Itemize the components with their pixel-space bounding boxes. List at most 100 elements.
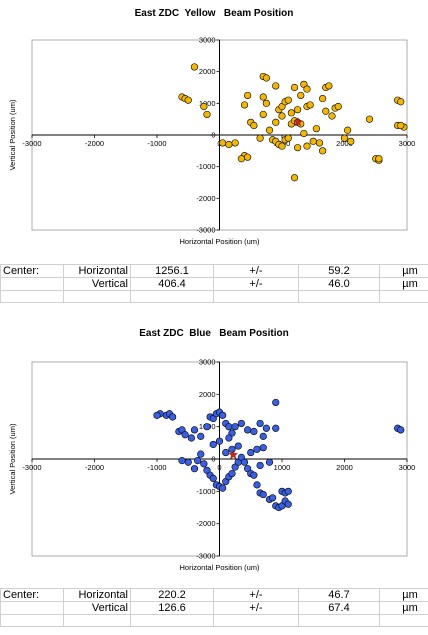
- scatter-point: [303, 85, 311, 93]
- scatter-point: [262, 74, 270, 82]
- y-axis-title: Vertical Position (um): [8, 99, 17, 170]
- scatter-point: [259, 444, 267, 452]
- scatter-point: [256, 134, 264, 142]
- scatter-point: [290, 83, 299, 92]
- scatter-point: [197, 432, 205, 440]
- scatter-point: [250, 471, 258, 479]
- scatter-point: [340, 134, 349, 142]
- scatter-point: [178, 457, 186, 465]
- unit-label: µm: [379, 601, 428, 615]
- scatter-point: [256, 419, 264, 428]
- horizontal-value: 220.2: [130, 588, 214, 602]
- scatter-point: [259, 432, 267, 440]
- y-tick-label: -2000: [196, 194, 215, 203]
- x-tick-label: -1000: [147, 139, 166, 148]
- scatter-point: [284, 134, 292, 142]
- scatter-point: [397, 426, 405, 434]
- center-marker: [293, 117, 303, 127]
- unit-label: µm: [379, 588, 428, 602]
- vertical-value: 126.6: [130, 601, 214, 615]
- scatter-point: [287, 109, 295, 117]
- horizontal-value: 1256.1: [130, 264, 214, 278]
- scatter-point: [247, 448, 255, 457]
- scatter-point: [334, 102, 342, 111]
- table-row: Center: Horizontal 1256.1 +/- 59.2 µm: [0, 264, 428, 278]
- vertical-error: 67.4: [298, 601, 380, 615]
- center-marker: [228, 449, 239, 459]
- scatter-point: [225, 434, 233, 442]
- y-tick-label: -1000: [196, 487, 215, 496]
- blue-chart-title: East ZDC Blue Beam Position: [139, 328, 289, 339]
- scatter-point: [250, 427, 258, 436]
- scatter-point: [397, 121, 405, 130]
- y-tick-label: -3000: [196, 226, 215, 235]
- scatter-point: [240, 458, 249, 466]
- blue-scatter-plot: -3000 -2000 -1000 0 1000 2000 3000 -3000 -2000 -1…: [8, 358, 416, 573]
- scatter-point: [203, 423, 211, 431]
- vertical-error: 46.0: [298, 277, 380, 291]
- scatter-point: [322, 107, 330, 115]
- scatter-point: [250, 121, 258, 130]
- x-tick-label: 3000: [399, 463, 416, 472]
- scatter-point: [219, 139, 227, 147]
- scatter-point: [365, 115, 374, 123]
- center-label: Center:: [0, 588, 64, 602]
- y-tick-label: 3000: [199, 36, 216, 45]
- y-tick-label: 3000: [199, 358, 216, 367]
- scatter-point: [278, 142, 286, 150]
- yellow-chart-title: East ZDC Yellow Beam Position: [134, 8, 294, 19]
- x-tick-label: -1000: [147, 463, 166, 472]
- scatter-point: [306, 101, 314, 109]
- horizontal-error: 59.2: [298, 264, 380, 278]
- table-row: Center: Horizontal 220.2 +/- 46.7 µm: [0, 588, 428, 602]
- scatter-point: [231, 139, 239, 147]
- vertical-value: 406.4: [130, 277, 214, 291]
- scatter-point: [222, 448, 230, 457]
- scatter-point: [294, 106, 302, 114]
- scatter-point: [290, 174, 299, 182]
- x-tick-label: 2000: [336, 463, 353, 472]
- table-row: [0, 290, 428, 303]
- scatter-point: [262, 99, 270, 107]
- scatter-point: [328, 112, 336, 120]
- scatter-point: [319, 147, 327, 155]
- y-tick-label: 1000: [199, 99, 216, 108]
- scatter-point: [297, 91, 305, 100]
- scatter-point: [347, 137, 355, 145]
- scatter-point: [184, 96, 192, 104]
- scatter-point: [209, 440, 217, 449]
- scatter-point: [272, 82, 280, 90]
- scatter-point: [259, 93, 267, 101]
- scatter-point: [265, 126, 274, 134]
- y-tick-label: 0: [211, 455, 215, 464]
- blue-chart: East ZDC Blue Beam Position -3000 -2000 -1…: [0, 320, 428, 588]
- scatter-point: [315, 139, 324, 147]
- scatter-point: [190, 426, 199, 434]
- scatter-point: [153, 411, 161, 419]
- scatter-point: [197, 450, 205, 458]
- x-tick-label: 0: [217, 463, 221, 472]
- scatter-point: [244, 91, 252, 100]
- y-tick-label: 2000: [199, 390, 216, 399]
- scatter-point: [215, 437, 224, 445]
- center-label: Center:: [0, 264, 64, 278]
- scatter-point: [265, 458, 274, 466]
- scatter-point: [284, 500, 292, 508]
- scatter-point: [219, 484, 227, 492]
- scatter-point: [272, 424, 280, 432]
- scatter-point: [237, 155, 245, 163]
- scatter-point: [228, 445, 236, 453]
- x-tick-label: -2000: [85, 139, 104, 148]
- yellow-scatter-plot: -3000 -2000 -1000 0 1000 2000 3000 -3000 -2000 -1…: [8, 36, 415, 247]
- x-tick-label: 1000: [274, 463, 291, 472]
- x-axis-title: Horizontal Position (um): [179, 563, 260, 572]
- scatter-point: [209, 474, 217, 482]
- scatter-point: [194, 457, 202, 465]
- blue-center-table: Center: Horizontal 220.2 +/- 46.7 µm Ver…: [0, 588, 428, 627]
- scatter-point: [200, 102, 208, 111]
- vertical-label: Vertical: [63, 277, 131, 291]
- plus-minus: +/-: [213, 588, 299, 602]
- y-tick-label: 2000: [199, 67, 216, 76]
- plus-minus: +/-: [213, 601, 299, 615]
- yellow-chart: East ZDC Yellow Beam Position -3000 -2000…: [0, 0, 428, 262]
